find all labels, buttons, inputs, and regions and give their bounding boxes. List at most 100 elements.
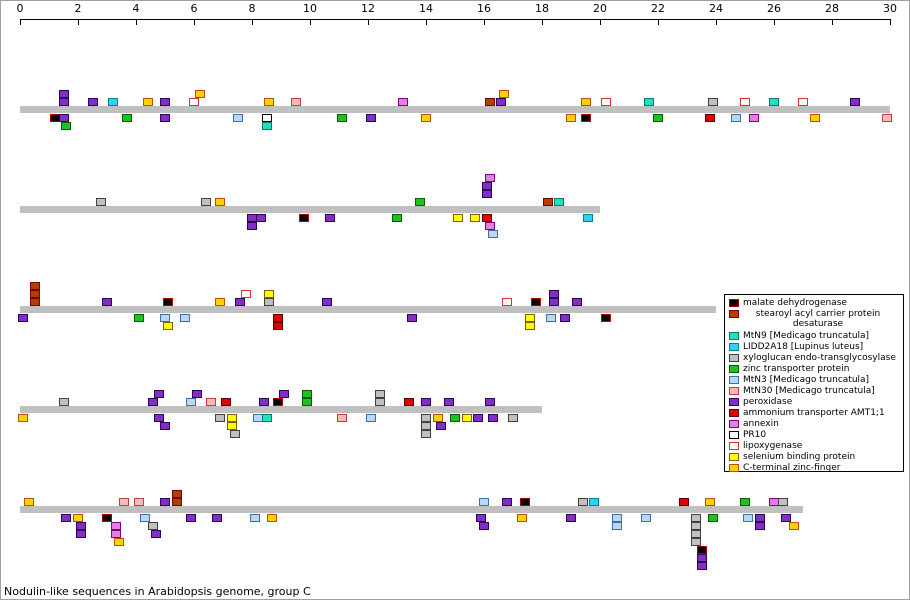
gene-hit-marker[interactable]	[119, 498, 130, 506]
gene-hit-marker[interactable]	[290, 98, 301, 106]
gene-hit-marker[interactable]	[160, 498, 170, 506]
gene-hit-marker[interactable]	[151, 530, 162, 538]
gene-hit-marker[interactable]	[58, 114, 69, 122]
gene-hit-marker[interactable]	[525, 322, 536, 330]
gene-hit-marker[interactable]	[220, 398, 231, 406]
gene-hit-marker[interactable]	[133, 314, 144, 322]
gene-hit-marker[interactable]	[264, 290, 275, 298]
gene-hit-marker[interactable]	[487, 230, 498, 238]
gene-hit-marker[interactable]	[690, 514, 701, 522]
gene-hit-marker[interactable]	[780, 514, 791, 522]
gene-hit-marker[interactable]	[481, 182, 492, 190]
gene-hit-marker[interactable]	[162, 298, 173, 306]
gene-hit-marker[interactable]	[261, 414, 272, 422]
gene-hit-marker[interactable]	[58, 98, 69, 106]
gene-hit-marker[interactable]	[690, 522, 701, 530]
gene-hit-marker[interactable]	[690, 538, 701, 546]
gene-hit-marker[interactable]	[374, 390, 385, 398]
gene-hit-marker[interactable]	[17, 414, 28, 422]
gene-hit-marker[interactable]	[133, 498, 144, 506]
gene-hit-marker[interactable]	[777, 498, 788, 506]
gene-hit-marker[interactable]	[325, 214, 336, 222]
gene-hit-marker[interactable]	[560, 314, 571, 322]
gene-hit-marker[interactable]	[435, 422, 446, 430]
gene-hit-marker[interactable]	[212, 514, 223, 522]
gene-hit-marker[interactable]	[740, 98, 750, 106]
gene-hit-marker[interactable]	[589, 498, 600, 506]
gene-hit-marker[interactable]	[754, 514, 765, 522]
gene-hit-marker[interactable]	[186, 398, 197, 406]
gene-hit-marker[interactable]	[206, 398, 217, 406]
gene-hit-marker[interactable]	[113, 538, 124, 546]
gene-hit-marker[interactable]	[273, 322, 284, 330]
gene-hit-marker[interactable]	[75, 530, 86, 538]
gene-hit-marker[interactable]	[580, 98, 591, 106]
gene-hit-marker[interactable]	[374, 398, 385, 406]
gene-hit-marker[interactable]	[226, 422, 237, 430]
gene-hit-marker[interactable]	[200, 198, 211, 206]
gene-hit-marker[interactable]	[96, 198, 107, 206]
gene-hit-marker[interactable]	[75, 522, 86, 530]
gene-hit-marker[interactable]	[189, 98, 199, 106]
gene-hit-marker[interactable]	[61, 514, 72, 522]
gene-hit-marker[interactable]	[302, 390, 313, 398]
gene-hit-marker[interactable]	[229, 430, 240, 438]
gene-hit-marker[interactable]	[110, 522, 121, 530]
gene-hit-marker[interactable]	[496, 98, 507, 106]
gene-hit-marker[interactable]	[850, 98, 861, 106]
gene-hit-marker[interactable]	[571, 298, 582, 306]
gene-hit-marker[interactable]	[740, 498, 750, 506]
gene-hit-marker[interactable]	[742, 514, 753, 522]
gene-hit-marker[interactable]	[487, 414, 498, 422]
gene-hit-marker[interactable]	[444, 398, 455, 406]
gene-hit-marker[interactable]	[264, 98, 275, 106]
gene-hit-marker[interactable]	[580, 114, 591, 122]
gene-hit-marker[interactable]	[247, 222, 257, 230]
gene-hit-marker[interactable]	[450, 414, 460, 422]
gene-hit-marker[interactable]	[255, 214, 266, 222]
gene-hit-marker[interactable]	[122, 114, 133, 122]
gene-hit-marker[interactable]	[171, 490, 182, 498]
gene-hit-marker[interactable]	[731, 114, 742, 122]
gene-hit-marker[interactable]	[542, 198, 553, 206]
gene-hit-marker[interactable]	[139, 514, 150, 522]
gene-hit-marker[interactable]	[484, 174, 495, 182]
gene-hit-marker[interactable]	[278, 390, 289, 398]
gene-hit-marker[interactable]	[154, 414, 165, 422]
gene-hit-marker[interactable]	[612, 514, 623, 522]
gene-hit-marker[interactable]	[696, 554, 707, 562]
gene-hit-marker[interactable]	[612, 522, 623, 530]
gene-hit-marker[interactable]	[809, 114, 820, 122]
gene-hit-marker[interactable]	[23, 498, 34, 506]
gene-hit-marker[interactable]	[267, 514, 278, 522]
gene-hit-marker[interactable]	[525, 314, 536, 322]
gene-hit-marker[interactable]	[194, 90, 205, 98]
gene-hit-marker[interactable]	[160, 422, 170, 430]
gene-hit-marker[interactable]	[789, 522, 800, 530]
gene-hit-marker[interactable]	[273, 314, 284, 322]
gene-hit-marker[interactable]	[397, 98, 408, 106]
gene-hit-marker[interactable]	[452, 214, 463, 222]
gene-hit-marker[interactable]	[148, 398, 159, 406]
gene-hit-marker[interactable]	[336, 114, 347, 122]
gene-hit-marker[interactable]	[798, 98, 808, 106]
gene-hit-marker[interactable]	[160, 98, 170, 106]
gene-hit-marker[interactable]	[392, 214, 402, 222]
gene-hit-marker[interactable]	[566, 514, 576, 522]
gene-hit-marker[interactable]	[102, 298, 112, 306]
gene-hit-marker[interactable]	[748, 114, 759, 122]
gene-hit-marker[interactable]	[545, 314, 556, 322]
gene-hit-marker[interactable]	[58, 90, 69, 98]
gene-hit-marker[interactable]	[473, 414, 484, 422]
gene-hit-marker[interactable]	[299, 214, 310, 222]
gene-hit-marker[interactable]	[583, 214, 594, 222]
gene-hit-marker[interactable]	[508, 414, 518, 422]
gene-hit-marker[interactable]	[17, 314, 28, 322]
gene-hit-marker[interactable]	[365, 414, 376, 422]
gene-hit-marker[interactable]	[29, 298, 40, 306]
gene-hit-marker[interactable]	[705, 114, 716, 122]
gene-hit-marker[interactable]	[73, 514, 83, 522]
gene-hit-marker[interactable]	[548, 290, 559, 298]
gene-hit-marker[interactable]	[641, 514, 652, 522]
gene-hit-marker[interactable]	[882, 114, 893, 122]
